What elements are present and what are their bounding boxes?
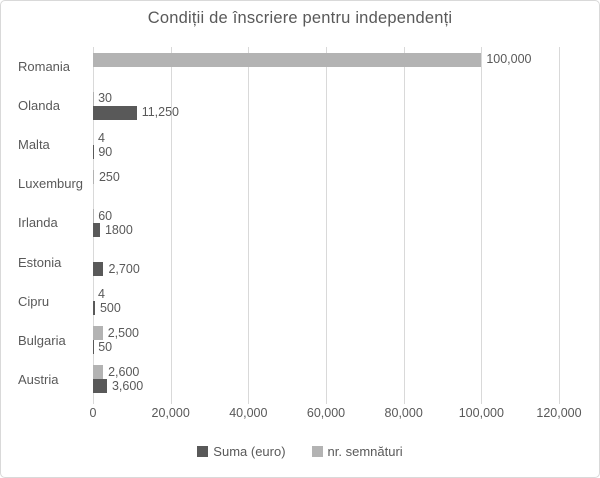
- x-tick-label: 60,000: [306, 406, 346, 420]
- bar-value-label: 50: [98, 340, 113, 355]
- x-tick-label: 100,000: [458, 406, 504, 420]
- bar-value-label: 100,000: [486, 52, 532, 67]
- legend-swatch: [197, 446, 209, 457]
- bar: [93, 262, 104, 277]
- bar-slot: [93, 248, 559, 262]
- bar-slot: 60: [93, 208, 559, 223]
- legend-item: nr. semnături: [311, 444, 403, 459]
- bar-value-label: 1800: [104, 222, 133, 237]
- bar-slot: 500: [93, 300, 559, 316]
- grid-line: [170, 47, 172, 399]
- bar-group-romania: 100,000: [93, 47, 559, 86]
- bar: [93, 379, 107, 394]
- bar-value-label: 2,600: [108, 365, 140, 380]
- tick-mark: [248, 399, 250, 404]
- bar-group-austria: 2,600 3,600: [93, 360, 559, 399]
- bar-slot: 4: [93, 131, 559, 145]
- bar-slot: 2,700: [93, 261, 559, 277]
- bar-group-cipru: 4 500: [93, 282, 559, 321]
- category-label: Cipru: [18, 293, 50, 309]
- bar-slot: 50: [93, 340, 559, 355]
- bar-value-label: 60: [98, 208, 113, 223]
- x-tick-label: 40,000: [229, 406, 268, 420]
- bar-value-label: 4: [98, 130, 105, 145]
- legend-item: Suma (euro): [197, 444, 286, 459]
- x-tick-label: 80,000: [384, 406, 423, 420]
- bar-group-estonia: 2,700: [93, 243, 559, 282]
- bar: [93, 169, 94, 184]
- grid-line: [559, 47, 560, 399]
- bar-value-label: 500: [99, 300, 121, 315]
- grid-line: [248, 47, 250, 399]
- bar: [93, 326, 103, 341]
- grid-line: [326, 47, 327, 399]
- bar-group-malta: 4 90: [93, 125, 559, 164]
- bar-slot: 3,600: [93, 379, 559, 394]
- bar-slot: [93, 184, 559, 198]
- tick-mark: [559, 399, 560, 404]
- category-axis: Romania Olanda Malta Luxemburg Irlanda Estoni…: [1, 47, 93, 399]
- bar: [93, 105, 137, 120]
- bar-group-bulgaria: 2,500 50: [93, 321, 559, 360]
- bar-value-label: 2,500: [107, 326, 139, 341]
- bar-value-label: 11,250: [141, 105, 179, 120]
- category-label: Olanda: [18, 98, 60, 114]
- legend-swatch: [311, 446, 323, 457]
- plot-area: 100,000 30 11,250 4 90 250 60 1800 2,700 4 500 2,50…: [93, 47, 560, 399]
- bar-value-label: 90: [98, 144, 113, 159]
- bar-slot: 90: [93, 144, 559, 159]
- bar-value-label: 4: [98, 286, 105, 301]
- category-label: Austria: [18, 371, 59, 387]
- chart-title: Condiții de înscriere pentru independenț…: [147, 9, 453, 27]
- category-label: Irlanda: [18, 215, 58, 231]
- category-label: Malta: [18, 137, 50, 153]
- bar-slot: 2,600: [93, 365, 559, 380]
- category-label: Romania: [18, 59, 71, 75]
- bar-group-olanda: 30 11,250: [93, 86, 559, 125]
- category-label: Bulgaria: [18, 332, 66, 348]
- x-tick-label: 120,000: [536, 406, 582, 420]
- bar-slot: 100,000: [93, 52, 559, 67]
- grid-line: [481, 47, 483, 399]
- bar: [93, 52, 482, 67]
- tick-mark: [403, 399, 405, 404]
- x-tick-label: 0: [89, 406, 97, 420]
- bar-slot: 1800: [93, 222, 559, 237]
- bar: [93, 365, 104, 380]
- bar-group-irlanda: 60 1800: [93, 203, 559, 242]
- bar: [93, 301, 95, 316]
- tick-mark: [93, 399, 94, 404]
- bar-slot: 30: [93, 91, 559, 106]
- bar-slot: 4: [93, 287, 559, 301]
- bar: [93, 222, 100, 237]
- legend-label: Suma (euro): [213, 444, 286, 459]
- value-axis: 0 20,000 40,000 60,000 80,000 100,000 120,000: [89, 399, 582, 429]
- bar-group-luxemburg: 250: [93, 164, 559, 203]
- bar-value-label: 2,700: [108, 261, 140, 276]
- bar-slot: [93, 67, 559, 81]
- x-tick-label: 20,000: [151, 406, 190, 420]
- category-label: Estonia: [18, 254, 62, 270]
- bar-slot: 250: [93, 169, 559, 184]
- bar-rows: 100,000 30 11,250 4 90 250 60 1800 2,700 4 500 2,50…: [93, 47, 559, 399]
- grid-line: [403, 47, 405, 399]
- legend-label: nr. semnături: [327, 444, 403, 459]
- bar-slot: 2,500: [93, 326, 559, 341]
- tick-mark: [326, 399, 327, 404]
- legend: Suma (euro) nr. semnături: [1, 444, 599, 459]
- bar-value-label: 30: [98, 91, 113, 106]
- category-label: Luxemburg: [18, 176, 84, 192]
- tick-mark: [481, 399, 483, 404]
- bar-slot: 11,250: [93, 105, 559, 120]
- bar-value-label: 3,600: [111, 379, 144, 394]
- bar-value-label: 250: [98, 169, 120, 184]
- tick-mark: [170, 399, 172, 404]
